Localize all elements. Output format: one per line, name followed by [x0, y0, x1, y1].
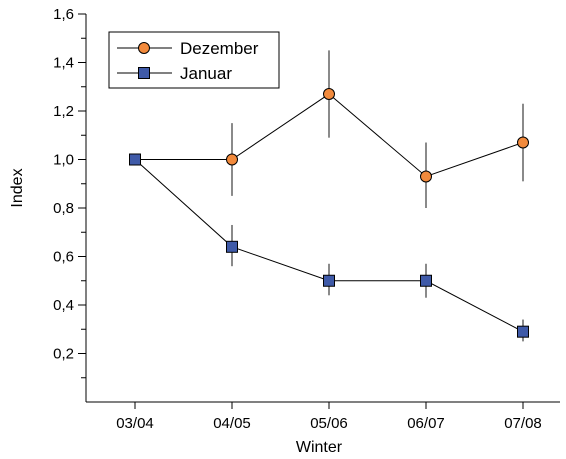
data-point-januar: [129, 153, 141, 166]
y-ticks: 0,2 0,4 0,6 0,8 1,0 1,2 1,4 1,6: [53, 6, 86, 379]
x-ticks: 03/04 04/05 05/06 06/07 07/08: [116, 402, 542, 432]
data-point-januar: [226, 240, 238, 253]
y-tick-label: 0,6: [53, 249, 74, 266]
x-tick-label: 06/07: [407, 415, 445, 432]
x-tick-label: 04/05: [213, 415, 251, 432]
y-tick-label: 1,4: [53, 55, 74, 72]
legend-label-dezember: Dezember: [180, 39, 259, 58]
legend-box: [108, 31, 280, 89]
legend-marker-dezember: [138, 42, 150, 54]
legend-marker-januar: [138, 67, 150, 79]
data-point-januar: [323, 274, 335, 287]
y-tick-label: 0,2: [53, 346, 74, 363]
data-point-dezember: [420, 170, 432, 183]
x-tick-label: 03/04: [116, 415, 154, 432]
axes: 0,2 0,4 0,6 0,8 1,0 1,2 1,4 1,6 03/04 04/05 05/06…: [53, 6, 560, 432]
series-januar: [134, 159, 524, 342]
data-point-januar: [420, 274, 432, 287]
x-axis-title: Winter: [296, 439, 343, 456]
y-tick-label: 0,4: [53, 297, 74, 314]
series-layer: [129, 50, 529, 342]
x-tick-label: 05/06: [310, 415, 348, 432]
legend: Dezember Januar: [108, 31, 280, 89]
y-tick-label: 1,2: [53, 103, 74, 120]
data-point-januar: [517, 325, 529, 338]
data-point-dezember: [517, 136, 529, 149]
y-tick-label: 0,8: [53, 200, 74, 217]
y-tick-label: 1,6: [53, 6, 74, 23]
data-point-dezember: [226, 153, 238, 166]
y-axis-title: Index: [9, 168, 26, 207]
data-point-dezember: [323, 88, 335, 101]
y-tick-label: 1,0: [53, 152, 74, 169]
x-tick-label: 07/08: [504, 415, 542, 432]
series-line-januar: [134, 159, 524, 333]
legend-label-januar: Januar: [180, 64, 232, 83]
